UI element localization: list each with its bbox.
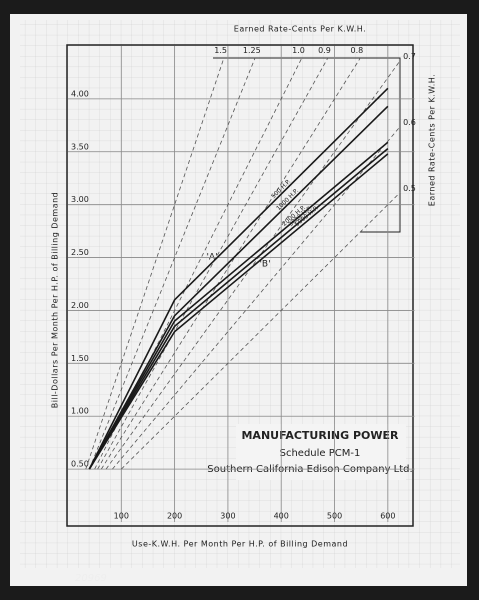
y-tick-label: 4.00 — [71, 89, 89, 98]
chart-subtitle: Schedule PCM-1 — [280, 448, 361, 459]
rate-label: 0.5 — [403, 184, 416, 193]
rate-axis-frame — [213, 57, 401, 233]
y-tick-label: 2.00 — [71, 301, 89, 310]
series-line — [88, 147, 389, 470]
sheet-number: 20969 — [75, 573, 107, 584]
y-tick-label: 2.50 — [71, 248, 89, 257]
annotation: 'B' — [259, 260, 270, 270]
x-tick-label: 200 — [167, 512, 182, 521]
series-line — [88, 141, 389, 470]
series-line — [88, 153, 389, 470]
y-tick-label: 1.00 — [71, 407, 89, 416]
x-axis-title: Use-K.W.H. Per Month Per H.P. of Billing… — [132, 540, 348, 549]
rate-line — [121, 192, 401, 470]
rate-line — [97, 58, 328, 470]
rate-label: 1.25 — [243, 46, 261, 55]
right-rate-title: Earned Rate-Cents Per K.W.H. — [428, 74, 437, 206]
series-line — [88, 105, 389, 470]
chart-title: MANUFACTURING POWER — [241, 429, 399, 442]
rate-label: 1.5 — [214, 46, 227, 55]
title-box — [236, 424, 406, 480]
y-tick-label: 3.00 — [71, 195, 89, 204]
top-rate-title: Earned Rate-Cents Per K.W.H. — [234, 25, 366, 34]
y-tick-label: 3.50 — [71, 142, 89, 151]
rate-label: 0.6 — [403, 118, 416, 127]
x-tick-label: 100 — [114, 512, 129, 521]
x-tick-label: 600 — [380, 512, 395, 521]
x-tick-label: 300 — [220, 512, 235, 521]
rate-label: 0.9 — [318, 46, 331, 55]
y-axis-title: Bill-Dollars Per Month Per H.P. of Billi… — [51, 192, 60, 408]
plot-frame — [66, 44, 414, 527]
rate-label: 0.8 — [350, 46, 363, 55]
rate-label: 0.7 — [403, 52, 416, 61]
series-line — [88, 87, 389, 470]
rate-line — [100, 58, 361, 470]
x-tick-label: 500 — [327, 512, 342, 521]
x-tick-label: 400 — [274, 512, 289, 521]
rate-line — [88, 58, 256, 470]
graph-paper — [20, 20, 460, 568]
y-tick-label: 0.50 — [71, 460, 89, 469]
rate-label: 1.0 — [292, 46, 305, 55]
y-tick-label: 1.50 — [71, 354, 89, 363]
rate-line — [85, 58, 225, 470]
